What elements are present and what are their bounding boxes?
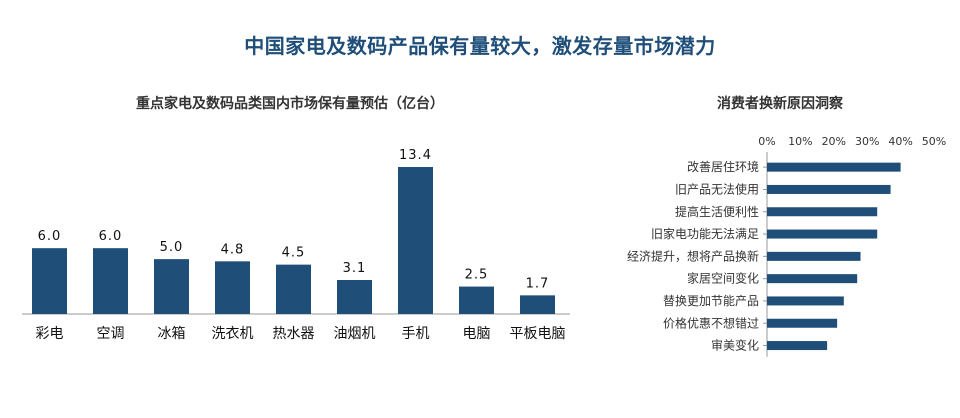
bar (93, 248, 128, 314)
category-label: 热水器 (273, 326, 315, 342)
category-label: 替换更加节能产品 (663, 294, 759, 308)
data-label: 4.5 (282, 246, 306, 261)
bar (215, 261, 250, 314)
vertical-chart-title: 重点家电及数码品类国内市场保有量预估（亿台） (136, 95, 444, 112)
data-label: 2.5 (465, 268, 489, 283)
category-label: 冰箱 (158, 326, 186, 342)
hbar (767, 162, 901, 172)
category-label: 油烟机 (334, 326, 376, 342)
category-label: 手机 (402, 326, 430, 342)
x-tick-label: 10% (788, 135, 812, 148)
category-label: 改善居住环境 (687, 159, 759, 174)
bar (398, 167, 433, 314)
category-label: 电脑 (463, 326, 491, 342)
category-label: 旧家电功能无法满足 (651, 226, 759, 241)
data-label: 5.0 (160, 240, 184, 255)
hbar (767, 318, 838, 328)
bar (154, 259, 189, 314)
bar (337, 279, 372, 314)
bar (520, 295, 555, 314)
data-label: 6.0 (38, 229, 62, 244)
category-label: 提高生活便利性 (675, 204, 759, 219)
hbar (767, 229, 878, 239)
x-tick-label: 50% (922, 135, 946, 148)
bar (276, 264, 311, 314)
hbar (767, 251, 861, 261)
bar (459, 286, 494, 314)
hbar (767, 274, 858, 284)
data-label: 13.4 (399, 148, 432, 163)
horizontal-bar-chart: 0% 10% 20% 30% 40% 50% 改善居住环境旧产品无法使用提高生活便利性旧家电… (627, 135, 946, 357)
x-tick-label: 40% (888, 135, 912, 148)
category-label: 洗衣机 (212, 326, 254, 342)
horizontal-chart-title: 消费者换新原因洞察 (717, 95, 844, 112)
data-label: 3.1 (343, 261, 367, 276)
category-label: 经济提升，想将产品换新 (627, 248, 759, 263)
hbar (767, 207, 878, 217)
x-tick-label: 30% (855, 135, 879, 148)
category-label: 审美变化 (711, 338, 759, 353)
data-label: 6.0 (99, 229, 123, 244)
data-label: 1.7 (526, 276, 550, 291)
x-tick-label: 0% (758, 135, 775, 148)
bar (32, 248, 67, 314)
data-label: 4.8 (221, 242, 245, 257)
x-tick-label: 20% (822, 135, 846, 148)
category-label: 彩电 (36, 326, 64, 342)
hbar (767, 184, 891, 194)
hbar (767, 296, 844, 306)
category-label: 空调 (97, 326, 125, 342)
category-label: 家居空间变化 (687, 271, 759, 286)
category-label: 平板电脑 (510, 326, 566, 342)
category-label: 价格优惠不想错过 (663, 315, 759, 330)
page-title: 中国家电及数码产品保有量较大，激发存量市场潜力 (244, 34, 716, 58)
category-label: 旧产品无法使用 (675, 181, 759, 196)
hbar (767, 341, 828, 351)
vertical-bar-chart: 6.0 彩电 6.0 空调 5.0 冰箱 4.8 洗衣机 4.5 热水器 3.1 油烟机 13.4 手机 2… (22, 148, 570, 342)
